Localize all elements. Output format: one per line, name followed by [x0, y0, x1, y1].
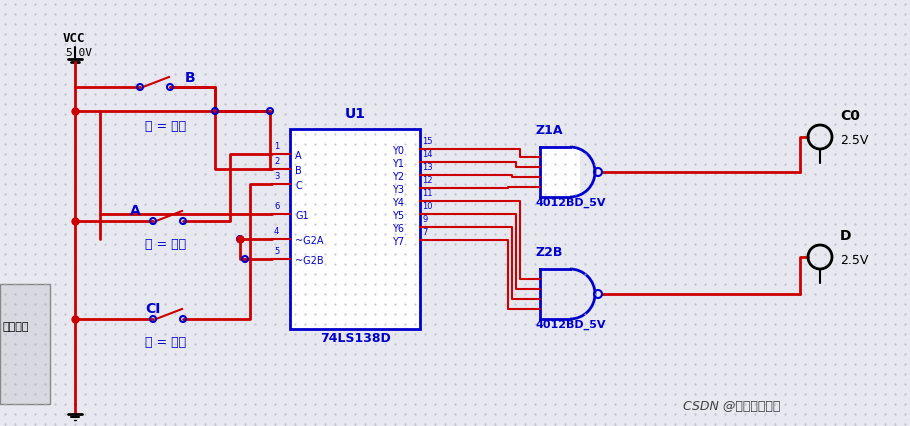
Text: CI: CI	[145, 301, 160, 315]
Text: B: B	[295, 166, 302, 176]
Text: 键 = 空格: 键 = 空格	[145, 237, 187, 250]
Text: Z2B: Z2B	[535, 245, 562, 259]
Text: 效，比如: 效，比如	[2, 321, 28, 331]
Text: 13: 13	[422, 163, 432, 172]
Text: 2.5V: 2.5V	[840, 253, 868, 266]
Text: 15: 15	[422, 137, 432, 146]
Text: 5: 5	[274, 246, 279, 256]
Text: VCC: VCC	[63, 32, 86, 45]
Text: Y3: Y3	[392, 184, 404, 195]
Text: 9: 9	[422, 215, 428, 224]
Text: Z1A: Z1A	[535, 124, 562, 137]
Text: A: A	[295, 151, 301, 161]
Text: Y5: Y5	[392, 210, 404, 221]
Text: G1: G1	[295, 210, 308, 221]
Text: 3: 3	[274, 172, 279, 181]
Text: CSDN @付与朝钟暮鼓: CSDN @付与朝钟暮鼓	[682, 399, 780, 412]
Text: A: A	[130, 204, 141, 218]
FancyBboxPatch shape	[540, 148, 580, 198]
Text: 1: 1	[274, 142, 279, 151]
Text: 12: 12	[422, 176, 432, 184]
Text: ~G2A: ~G2A	[295, 236, 323, 245]
Text: 2.5V: 2.5V	[840, 134, 868, 147]
Text: C: C	[295, 181, 302, 190]
Text: 4012BD_5V: 4012BD_5V	[535, 319, 605, 329]
Text: ~G2B: ~G2B	[295, 256, 324, 265]
Text: Y1: Y1	[392, 158, 404, 169]
Text: 10: 10	[422, 201, 432, 210]
FancyBboxPatch shape	[290, 130, 420, 329]
Text: Y6: Y6	[392, 224, 404, 233]
Text: 4012BD_5V: 4012BD_5V	[535, 198, 605, 208]
Text: Y7: Y7	[392, 236, 404, 246]
Text: 4: 4	[274, 227, 279, 236]
Text: 6: 6	[274, 201, 279, 210]
FancyBboxPatch shape	[0, 284, 50, 404]
Text: 11: 11	[422, 189, 432, 198]
Text: Y2: Y2	[392, 172, 404, 181]
Text: 键 = 空格: 键 = 空格	[145, 120, 187, 132]
Text: U1: U1	[345, 107, 366, 121]
Text: 14: 14	[422, 150, 432, 158]
Text: 7: 7	[422, 227, 428, 236]
Text: D: D	[840, 228, 852, 242]
Text: Y4: Y4	[392, 198, 404, 207]
Text: Y0: Y0	[392, 146, 404, 155]
Text: 74LS138D: 74LS138D	[319, 331, 390, 344]
Text: C0: C0	[840, 109, 860, 123]
Text: 5.0V: 5.0V	[65, 48, 92, 58]
Text: 键 = 空格: 键 = 空格	[145, 335, 187, 348]
Text: 2: 2	[274, 157, 279, 166]
Text: B: B	[185, 71, 196, 85]
